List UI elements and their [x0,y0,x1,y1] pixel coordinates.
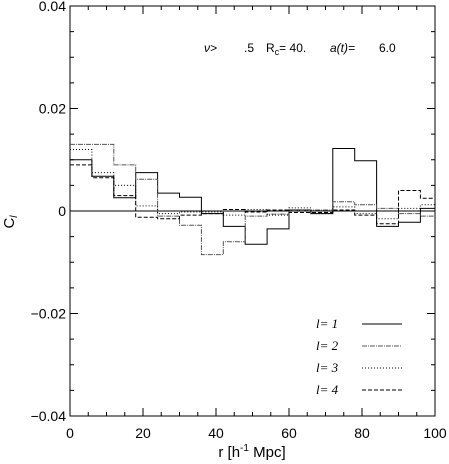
x-tick-label: 40 [208,425,224,441]
annot-nu-value: .5 [244,41,254,55]
y-tick-label: 0.02 [39,101,66,117]
x-axis-title-sup: -1 [240,443,249,454]
y-axis-title-main: C [1,218,18,229]
annot-rc-sub: c [275,47,280,57]
annot-rc-letter: R [266,41,275,55]
x-tick-label: 80 [354,425,370,441]
legend-label-l2: l= 2 [316,338,339,353]
y-ticks: −0.04 −0.02 0 0.02 0.04 [31,0,435,424]
x-axis-title-tail: Mpc] [249,444,286,461]
legend-label-l4: l= 4 [316,382,339,397]
legend-label-l1: l= 1 [316,316,338,331]
y-tick-label: 0.04 [39,0,66,14]
x-tick-label: 100 [423,425,447,441]
y-tick-label: −0.02 [31,306,67,322]
series-line-l2 [70,143,435,256]
y-axis-title: Cl [1,215,20,229]
y-tick-label: −0.04 [31,408,67,424]
legend: l= 1 l= 2 l= 3 l= 4 [316,316,402,397]
series-line-l3 [70,149,435,220]
x-axis-title-main: r [h [218,444,240,461]
y-tick-label: 0 [58,203,66,219]
x-ticks: 0 20 40 60 80 100 [66,6,447,441]
series-line-l1 [70,148,435,245]
annot-nu: ν> [204,41,217,55]
x-tick-label: 60 [281,425,297,441]
annot-at-value: 6.0 [379,41,396,55]
annot-rc-value: = 40. [279,41,306,55]
y-axis-title-sub: l [9,215,20,218]
legend-label-l3: l= 3 [316,360,339,375]
annot-rc: Rc= 40. [266,41,306,57]
x-tick-label: 20 [135,425,151,441]
series-line-l4 [70,164,435,225]
x-tick-label: 0 [66,425,74,441]
annot-at: a(t)= [330,41,355,55]
series-layer [70,143,435,256]
x-axis-title: r [h-1 Mpc] [218,443,285,461]
annotation: ν> .5 Rc= 40. a(t)= 6.0 [204,41,396,57]
